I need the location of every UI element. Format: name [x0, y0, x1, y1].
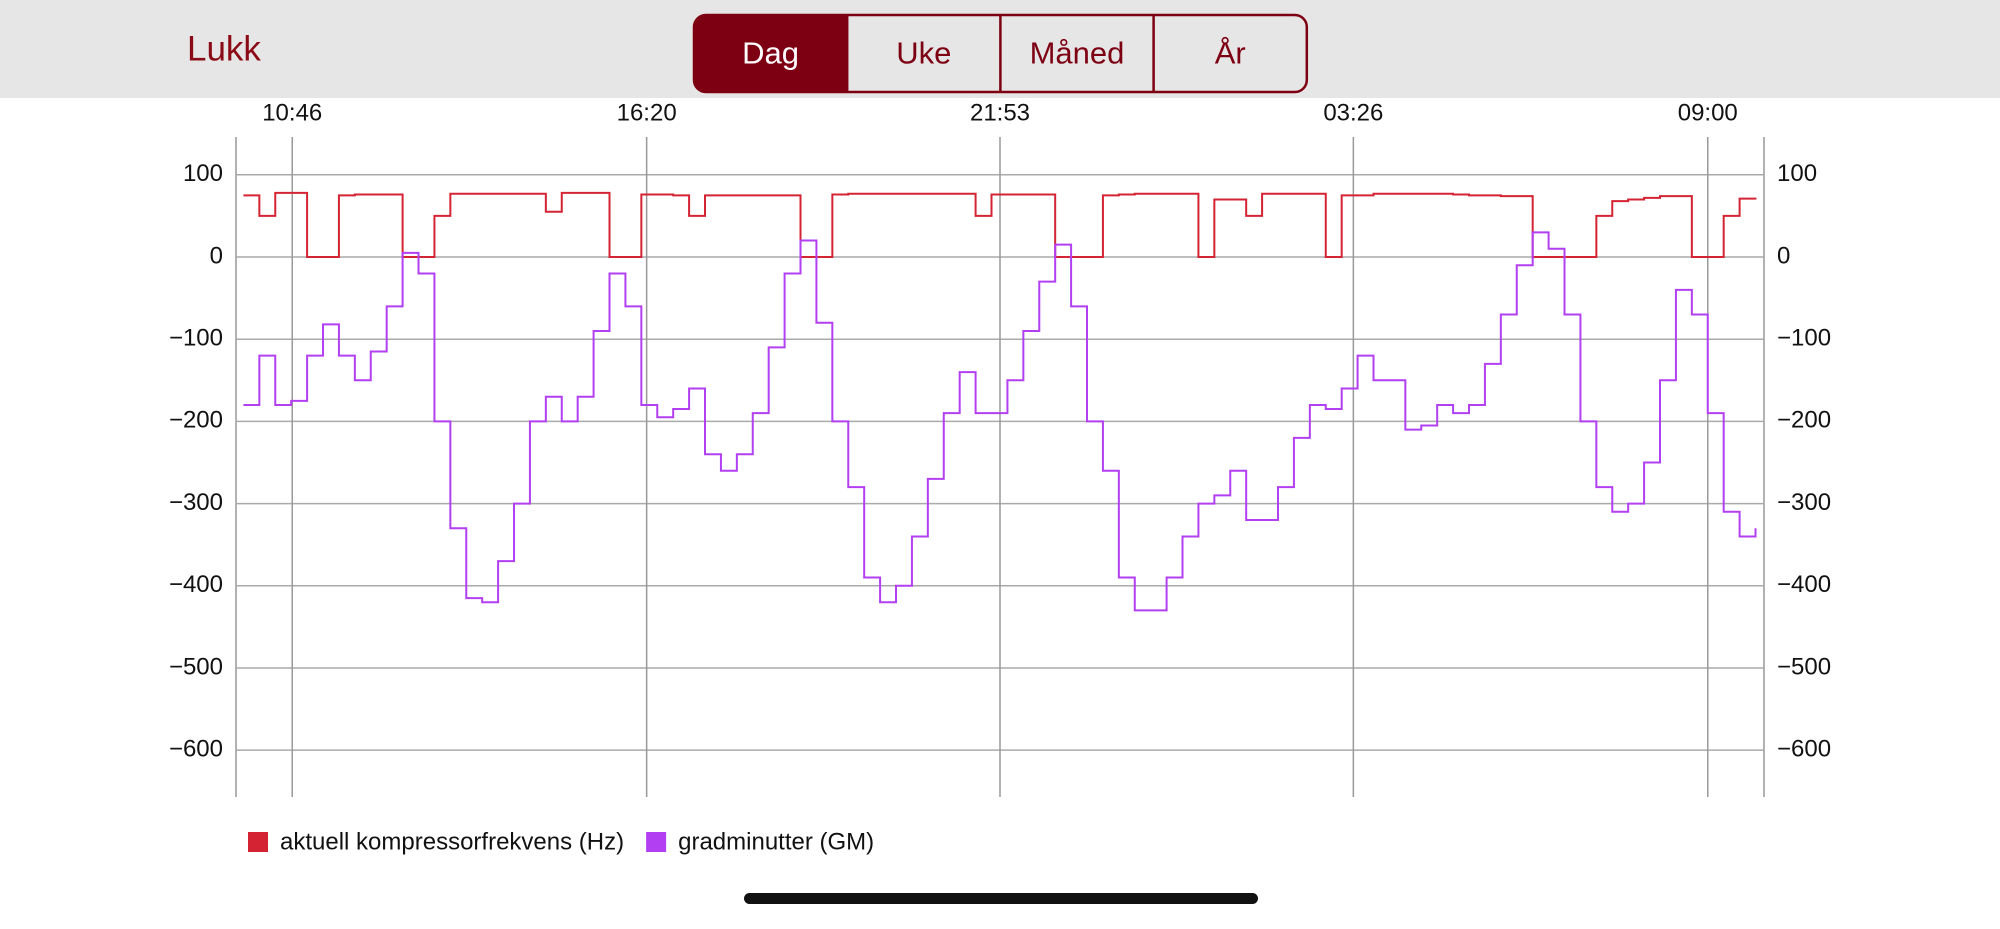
segmented-control: Dag Uke Måned År: [692, 13, 1309, 94]
segment-tab[interactable]: Måned: [1030, 36, 1125, 71]
x-tick-label: 21:53: [970, 99, 1030, 126]
y-tick-label: 100: [183, 160, 223, 187]
segment-tab[interactable]: Uke: [896, 36, 951, 71]
chart: 100 0 −100 −200 −300 −400 −500 −600 100 0 −100 −200…: [169, 99, 1831, 855]
y2-tick-label: −600: [1777, 735, 1831, 762]
segment-selected: [694, 15, 848, 92]
y-tick-label: −500: [169, 653, 223, 680]
segment-tab[interactable]: År: [1215, 36, 1246, 71]
segment-tab[interactable]: Dag: [742, 36, 799, 71]
x-tick-label: 03:26: [1323, 99, 1383, 126]
home-indicator: [744, 893, 1258, 904]
legend-label: gradminutter (GM): [678, 828, 874, 855]
y2-tick-label: −300: [1777, 489, 1831, 516]
y2-tick-label: 100: [1777, 160, 1817, 187]
y2-tick-label: −500: [1777, 653, 1831, 680]
y2-tick-label: 0: [1777, 242, 1790, 269]
close-button[interactable]: Lukk: [187, 29, 261, 68]
legend-swatch: [646, 832, 667, 852]
y-tick-label: −600: [169, 735, 223, 762]
x-tick-label: 10:46: [262, 99, 322, 126]
y-tick-label: −300: [169, 489, 223, 516]
y2-tick-label: −100: [1777, 325, 1831, 352]
y-tick-label: −200: [169, 407, 223, 434]
series-line: [243, 231, 1757, 612]
x-tick-label: 16:20: [617, 99, 677, 126]
legend-label: aktuell kompressorfrekvens (Hz): [280, 828, 624, 855]
x-tick-label: 09:00: [1678, 99, 1738, 126]
y2-tick-label: −200: [1777, 407, 1831, 434]
y-tick-label: −400: [169, 571, 223, 598]
y2-tick-label: −400: [1777, 571, 1831, 598]
legend-swatch: [248, 832, 268, 852]
y-tick-label: 0: [210, 242, 223, 269]
y-tick-label: −100: [169, 325, 223, 352]
